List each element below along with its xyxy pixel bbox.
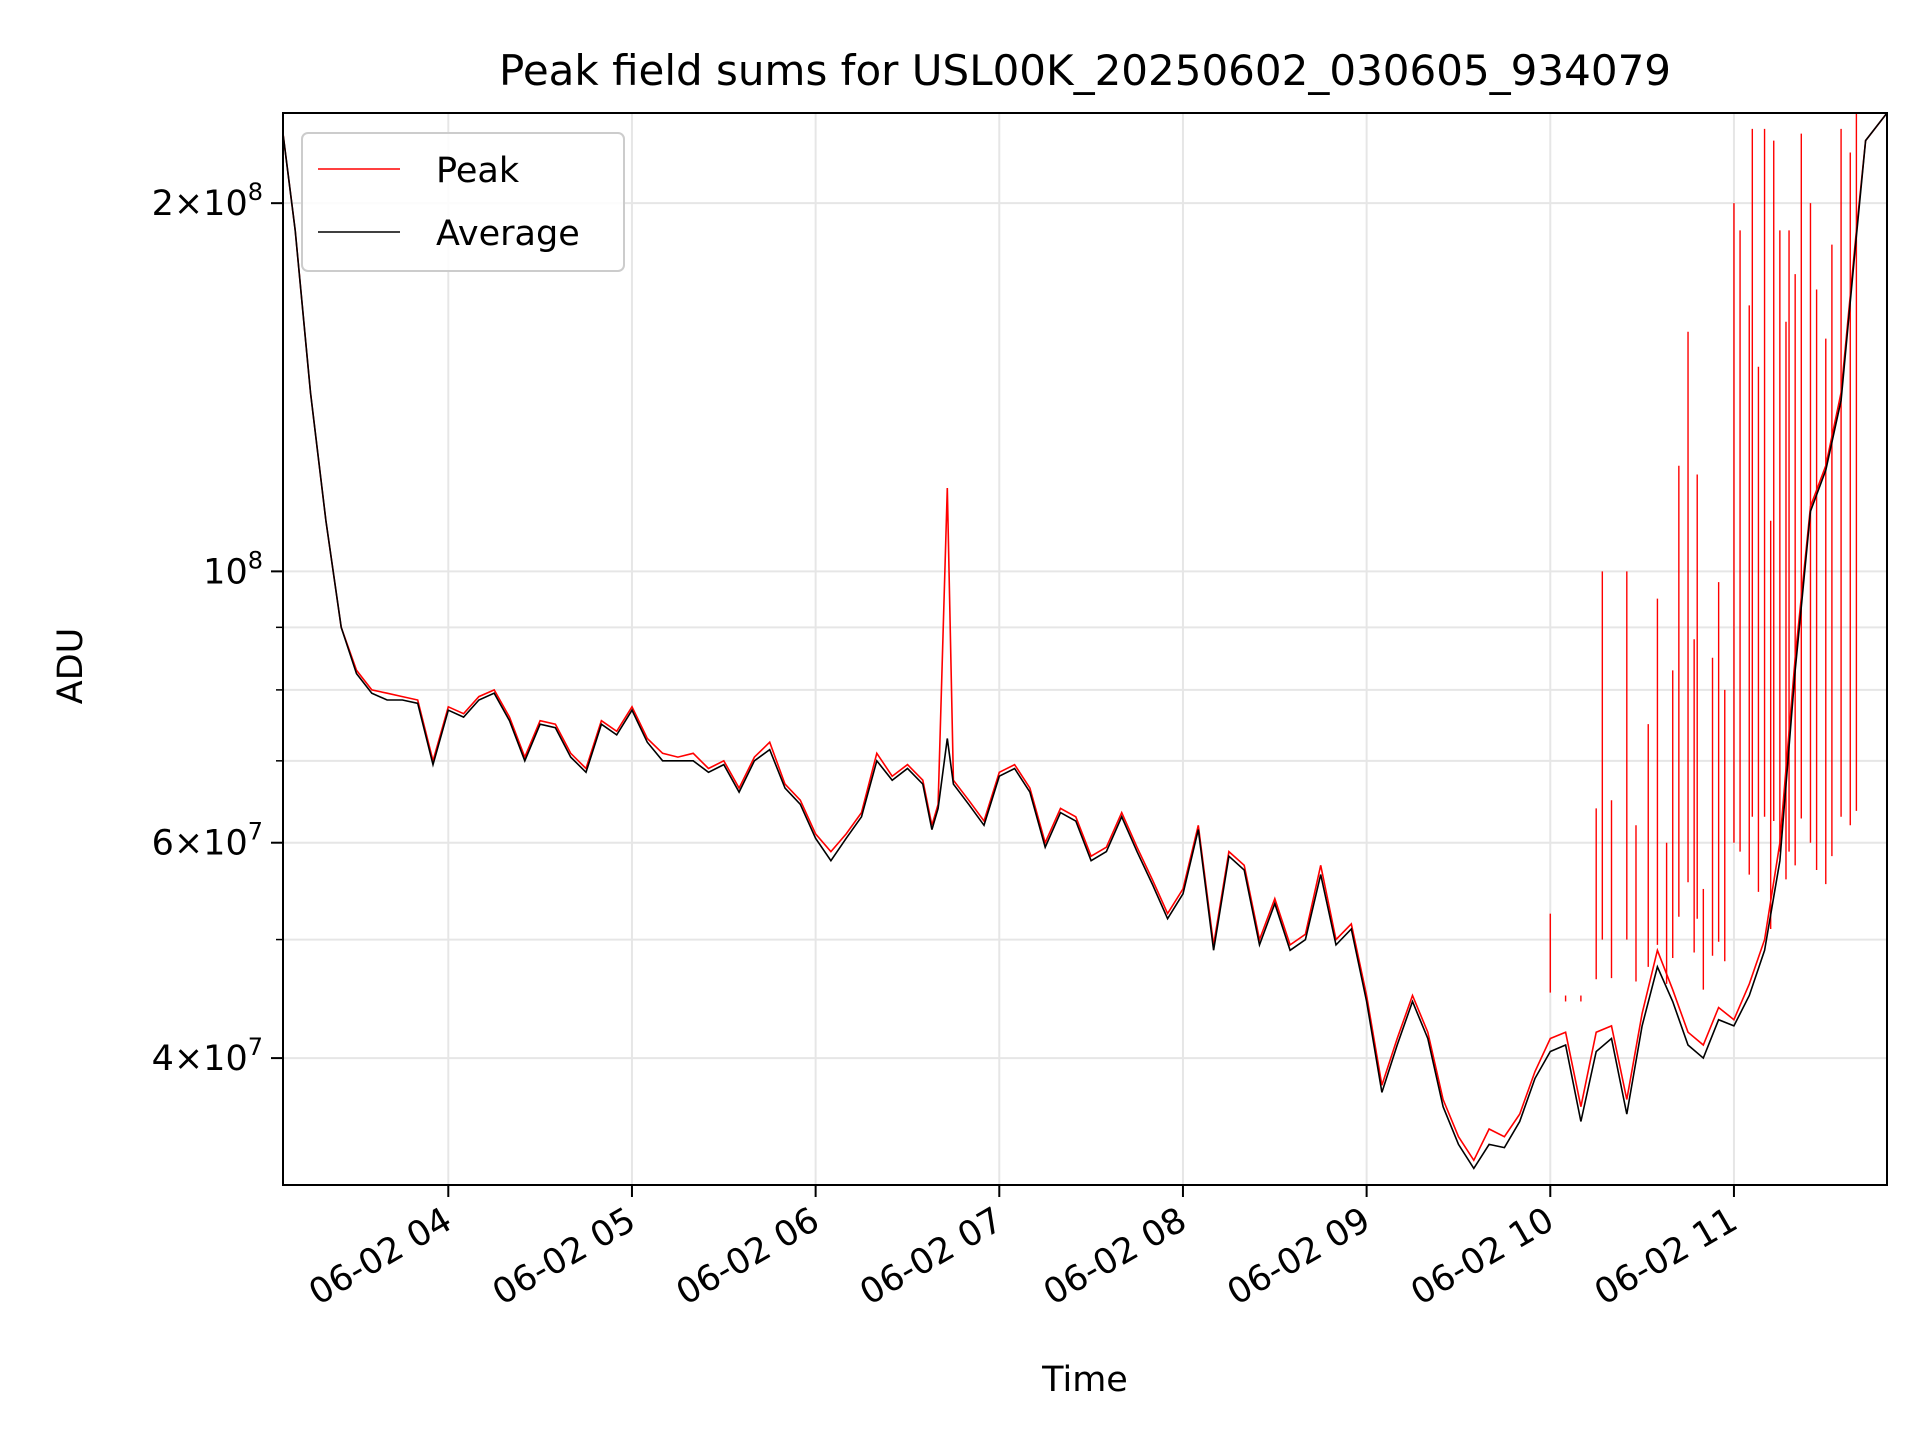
legend-box [301, 132, 625, 272]
legend-label-peak: Peak [436, 151, 520, 191]
y-tick-label: 108 [203, 546, 263, 592]
series-line-peak [282, 112, 1888, 1162]
y-tick-label: 4×107 [152, 1033, 263, 1079]
y-tick-label: 2×108 [152, 178, 263, 224]
plot-lines [282, 112, 1888, 1170]
chart-title: Peak field sums for USL00K_20250602_0306… [499, 46, 1671, 95]
y-tick-label: 6×107 [152, 818, 263, 864]
legend-label-average: Average [436, 214, 580, 254]
x-axis-label: Time [1041, 1360, 1128, 1400]
series-line-average [282, 112, 1888, 1170]
legend: Peak Average [301, 132, 625, 272]
y-axis-label: ADU [51, 628, 91, 705]
plot-frame [282, 112, 1888, 1186]
y-axis-ticks: 4×107 6×107 108 2×108 [152, 178, 283, 1079]
